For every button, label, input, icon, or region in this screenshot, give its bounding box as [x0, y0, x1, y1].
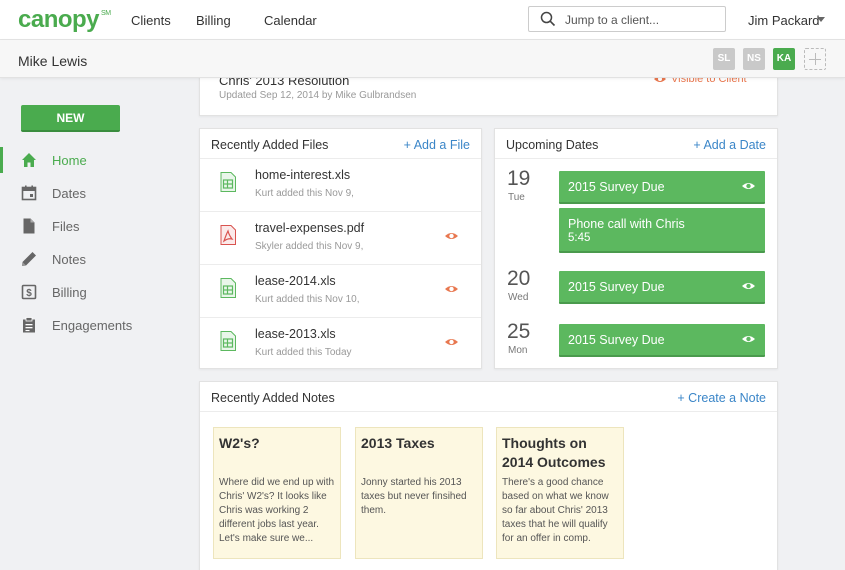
file-name[interactable]: home-interest.xls: [255, 168, 351, 182]
spreadsheet-file-icon: [220, 278, 236, 298]
avatar[interactable]: NS: [743, 48, 765, 70]
sidebar-item-notes[interactable]: Notes: [0, 246, 180, 272]
note-body: Where did we end up with Chris' W2's? It…: [219, 477, 335, 544]
resolution-updated: Updated Sep 12, 2014 by Mike Gulbrandsen: [219, 90, 417, 101]
sidebar-item-label: Dates: [52, 186, 86, 201]
file-meta: Kurt added this Nov 10,: [255, 294, 360, 305]
pencil-icon: [22, 252, 36, 266]
calendar-icon: [21, 185, 37, 201]
recent-files-card: Recently Added Files + Add a File home-i…: [199, 128, 482, 369]
card-title: Upcoming Dates: [506, 138, 599, 152]
pdf-file-icon: [220, 225, 236, 245]
event-title: 2015 Survey Due: [568, 333, 665, 347]
file-name[interactable]: lease-2013.xls: [255, 327, 336, 341]
client-header: Mike Lewis SL NS KA: [0, 40, 845, 78]
file-icon: [23, 218, 35, 234]
sidebar-item-billing[interactable]: $ Billing: [0, 279, 180, 305]
home-icon: [22, 153, 36, 167]
user-menu[interactable]: Jim Packard: [748, 13, 820, 28]
dollar-icon: $: [21, 284, 37, 300]
search-input[interactable]: [565, 11, 715, 28]
event-title: Phone call with Chris: [568, 217, 685, 231]
sidebar-item-label: Engagements: [52, 318, 133, 333]
file-meta: Skyler added this Nov 9,: [255, 241, 364, 252]
eye-icon[interactable]: [741, 281, 756, 291]
card-header: Recently Added Notes + Create a Note: [200, 382, 777, 412]
eye-icon[interactable]: [444, 284, 459, 294]
note-title: 2013 Taxes: [361, 435, 435, 451]
clipboard-icon: [23, 317, 35, 333]
file-row[interactable]: home-interest.xls Kurt added this Nov 9,: [200, 159, 481, 212]
event-item[interactable]: 2015 Survey Due: [559, 271, 765, 304]
eye-icon[interactable]: [444, 231, 459, 241]
sidebar-item-label: Files: [52, 219, 80, 234]
spreadsheet-file-icon: [220, 331, 236, 351]
nav-calendar[interactable]: Calendar: [264, 13, 317, 28]
eye-icon[interactable]: [444, 337, 459, 347]
file-name[interactable]: lease-2014.xls: [255, 274, 336, 288]
sidebar-item-engagements[interactable]: Engagements: [0, 312, 180, 338]
note-card[interactable]: Thoughts on 2014 Outcomes There's a good…: [496, 427, 624, 559]
date-weekday: Tue: [508, 192, 525, 203]
new-button[interactable]: NEW: [21, 105, 120, 132]
event-title: 2015 Survey Due: [568, 280, 665, 294]
date-number: 19: [507, 167, 531, 190]
eye-icon[interactable]: [741, 181, 756, 191]
eye-icon[interactable]: [741, 334, 756, 344]
recent-notes-card: Recently Added Notes + Create a Note W2'…: [199, 381, 778, 570]
upcoming-dates-card: Upcoming Dates + Add a Date 19 Tue 2015 …: [494, 128, 778, 369]
date-weekday: Mon: [508, 345, 528, 356]
event-item[interactable]: 2015 Survey Due: [559, 171, 765, 204]
search-icon: [540, 11, 556, 27]
date-number: 20: [507, 267, 531, 290]
avatar[interactable]: SL: [713, 48, 735, 70]
file-row[interactable]: lease-2014.xls Kurt added this Nov 10,: [200, 265, 481, 318]
note-title: W2's?: [219, 435, 260, 451]
card-title: Recently Added Files: [211, 138, 329, 152]
file-meta: Kurt added this Nov 9,: [255, 188, 354, 199]
card-header: Recently Added Files + Add a File: [200, 129, 481, 159]
event-time: 5:45: [568, 232, 591, 244]
sidebar-item-files[interactable]: Files: [0, 213, 180, 239]
sidebar-item-home[interactable]: Home: [0, 147, 180, 173]
canopy-logo[interactable]: canopy SM: [18, 6, 111, 33]
date-weekday: Wed: [508, 292, 529, 303]
client-name: Mike Lewis: [18, 53, 88, 69]
spreadsheet-file-icon: [220, 172, 236, 192]
note-card[interactable]: 2013 Taxes Jonny started his 2013 taxes …: [355, 427, 483, 559]
add-date-link[interactable]: + Add a Date: [693, 138, 766, 152]
svg-text:$: $: [26, 288, 32, 299]
event-item[interactable]: Phone call with Chris 5:45: [559, 208, 765, 253]
chevron-down-icon[interactable]: [817, 17, 825, 22]
note-body: Jonny started his 2013 taxes but never f…: [361, 477, 467, 516]
file-row[interactable]: travel-expenses.pdf Skyler added this No…: [200, 212, 481, 265]
card-title: Recently Added Notes: [211, 391, 335, 405]
note-body: There's a good chance based on what we k…: [502, 477, 609, 544]
sidebar-item-dates[interactable]: Dates: [0, 180, 180, 206]
create-note-link[interactable]: + Create a Note: [677, 391, 766, 405]
avatar[interactable]: KA: [773, 48, 795, 70]
add-team-member-button[interactable]: [804, 48, 826, 70]
event-item[interactable]: 2015 Survey Due: [559, 324, 765, 357]
file-name[interactable]: travel-expenses.pdf: [255, 221, 365, 235]
card-header: Upcoming Dates + Add a Date: [495, 129, 777, 159]
sidebar-item-label: Notes: [52, 252, 86, 267]
sidebar-item-label: Billing: [52, 285, 87, 300]
event-title: 2015 Survey Due: [568, 180, 665, 194]
file-row[interactable]: lease-2013.xls Kurt added this Today: [200, 318, 481, 371]
nav-billing[interactable]: Billing: [196, 13, 231, 28]
client-search[interactable]: [528, 6, 726, 32]
date-number: 25: [507, 320, 531, 343]
note-title: Thoughts on 2014 Outcomes: [502, 435, 606, 470]
sidebar-item-label: Home: [52, 153, 87, 168]
nav-clients[interactable]: Clients: [131, 13, 171, 28]
note-card[interactable]: W2's? Where did we end up with Chris' W2…: [213, 427, 341, 559]
file-meta: Kurt added this Today: [255, 347, 352, 358]
add-file-link[interactable]: + Add a File: [403, 138, 470, 152]
